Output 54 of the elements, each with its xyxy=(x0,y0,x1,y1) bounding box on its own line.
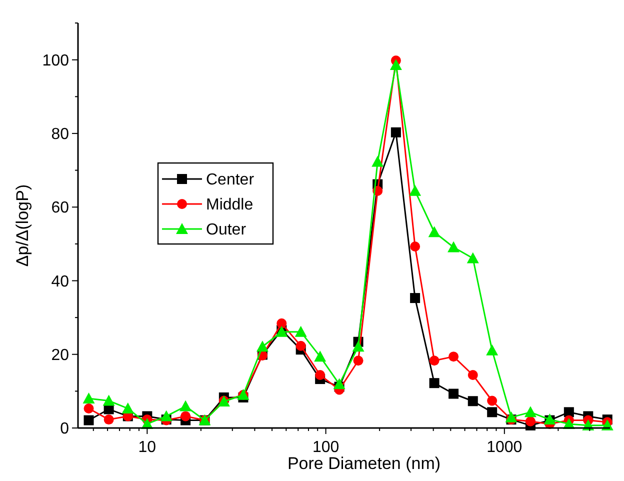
y-tick-label: 20 xyxy=(51,346,70,364)
point xyxy=(82,392,95,404)
y-tick-label: 80 xyxy=(51,126,70,144)
point xyxy=(352,340,364,352)
point xyxy=(486,344,498,356)
point xyxy=(102,394,115,406)
point xyxy=(122,402,134,414)
x-axis-title: Pore Diameten (nm) xyxy=(287,454,441,473)
point xyxy=(296,340,306,351)
point xyxy=(84,403,94,414)
point xyxy=(160,410,172,422)
point xyxy=(428,226,440,238)
point xyxy=(429,378,440,388)
point xyxy=(468,370,478,380)
point xyxy=(180,411,191,422)
point xyxy=(314,350,326,362)
legend-label: Outer xyxy=(206,222,247,239)
point xyxy=(390,127,401,138)
point xyxy=(487,407,498,418)
point xyxy=(372,156,384,167)
point xyxy=(353,356,364,366)
y-tick-label: 0 xyxy=(60,420,70,438)
y-tick-label: 60 xyxy=(51,200,70,217)
point xyxy=(256,340,268,352)
point xyxy=(448,352,459,362)
point xyxy=(525,416,536,426)
x-tick-label: 100 xyxy=(312,439,340,456)
point xyxy=(315,370,326,380)
point xyxy=(84,415,94,426)
point xyxy=(468,396,478,406)
point xyxy=(448,241,460,252)
y-axis-title: Δp/Δ(logP) xyxy=(13,184,32,267)
y-tick-label: 100 xyxy=(42,52,70,70)
point xyxy=(410,293,420,304)
point xyxy=(104,414,114,425)
point xyxy=(409,184,422,196)
legend-label: Middle xyxy=(206,196,254,214)
point xyxy=(466,252,479,264)
point xyxy=(294,326,307,337)
point xyxy=(448,388,459,399)
x-tick-label: 10 xyxy=(138,439,156,456)
point xyxy=(505,411,518,422)
x-tick-label: 1000 xyxy=(486,439,522,456)
y-tick-label: 40 xyxy=(51,273,70,290)
point xyxy=(410,241,420,252)
point xyxy=(276,318,287,328)
point xyxy=(180,400,192,412)
point xyxy=(333,378,346,390)
point xyxy=(429,356,440,366)
point xyxy=(524,406,536,418)
legend-label: Center xyxy=(206,172,255,189)
point xyxy=(564,407,574,418)
point xyxy=(487,396,498,406)
point xyxy=(390,58,402,70)
